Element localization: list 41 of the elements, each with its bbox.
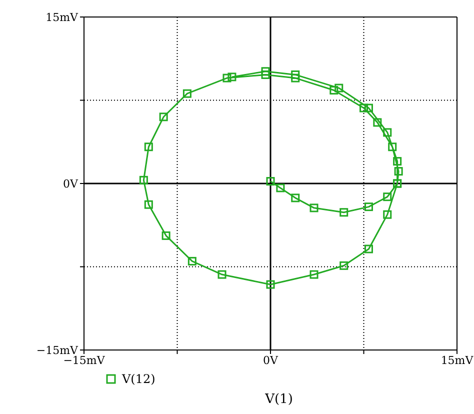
point: [340, 208, 348, 217]
point: [159, 112, 168, 122]
point: [334, 84, 344, 92]
point: [373, 118, 382, 127]
point: [383, 192, 392, 202]
y-tick-label: 15mV: [46, 10, 80, 24]
legend-label: V(12): [122, 372, 156, 386]
point: [330, 86, 338, 95]
y-tick-label: 0V: [63, 177, 80, 190]
point: [291, 70, 300, 79]
point: [139, 176, 148, 184]
point: [364, 104, 373, 112]
point: [364, 244, 373, 254]
x-tick-label: 15mV: [440, 354, 474, 367]
point: [188, 256, 196, 266]
x-tick-label: 0V: [263, 354, 280, 367]
point: [393, 157, 402, 166]
point: [228, 72, 236, 82]
point: [144, 200, 153, 209]
point: [266, 177, 275, 186]
point: [261, 67, 270, 76]
point: [291, 74, 300, 82]
point: [218, 270, 226, 279]
point: [360, 104, 368, 112]
point: [388, 142, 397, 152]
point: [383, 128, 392, 137]
point: [261, 70, 270, 79]
point: [291, 194, 300, 202]
point: [276, 184, 285, 192]
point: [266, 280, 275, 289]
point: [310, 270, 318, 279]
point: [162, 231, 170, 240]
point: [310, 204, 318, 212]
point: [394, 167, 403, 176]
point: [383, 210, 392, 219]
point: [144, 142, 153, 152]
x-axis-title: V(1): [264, 392, 294, 407]
point: [222, 74, 232, 82]
point: [340, 261, 348, 270]
point: [182, 89, 192, 98]
point: [364, 202, 373, 212]
